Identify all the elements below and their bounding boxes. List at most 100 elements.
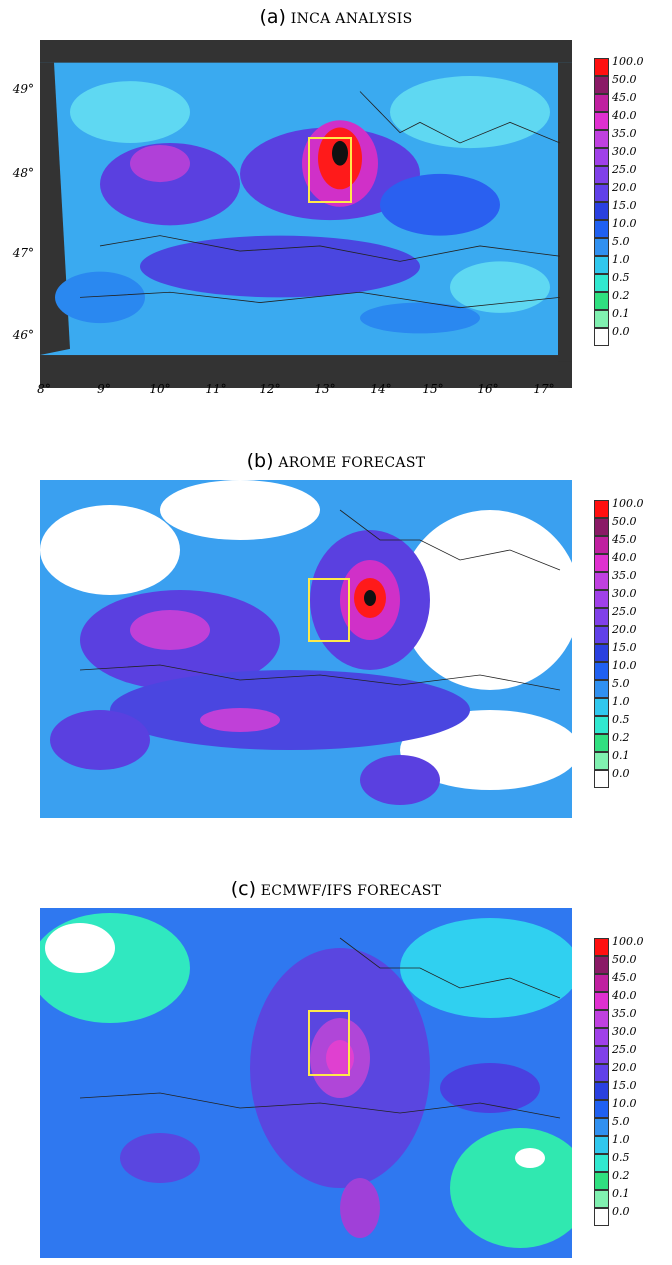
legend-swatch xyxy=(594,202,609,220)
legend-swatch xyxy=(594,1010,609,1028)
x-tick-label: 14° xyxy=(370,382,392,396)
legend-level-label: 0.5 xyxy=(612,713,630,726)
x-tick-label: 11° xyxy=(205,382,227,396)
focus-region-box xyxy=(308,137,352,203)
y-tick-label: 46° xyxy=(12,328,34,342)
legend-level-label: 15.0 xyxy=(612,641,637,654)
panel-label: ECMWF/IFS FORECAST xyxy=(260,883,442,899)
precip-map xyxy=(40,40,572,388)
legend-level-label: 25.0 xyxy=(612,1043,637,1056)
legend-level-label: 5.0 xyxy=(612,235,630,248)
precip-map xyxy=(40,908,572,1258)
legend-level-label: 30.0 xyxy=(612,145,637,158)
legend-level-label: 45.0 xyxy=(612,91,637,104)
legend-swatch xyxy=(594,58,609,76)
legend-swatch xyxy=(594,238,609,256)
legend-swatch xyxy=(594,644,609,662)
legend-swatch xyxy=(594,184,609,202)
legend-swatch xyxy=(594,1190,609,1208)
legend-level-label: 0.5 xyxy=(612,271,630,284)
legend-swatch xyxy=(594,608,609,626)
legend-swatch xyxy=(594,148,609,166)
legend-level-label: 25.0 xyxy=(612,163,637,176)
color-legend: 100.0 50.0 45.0 40.0 35.0 30.0 25.0 20.0 15.0 10.… xyxy=(594,935,672,1228)
panel-label: AROME FORECAST xyxy=(278,455,426,471)
legend-level-label: 20.0 xyxy=(612,1061,637,1074)
legend-swatch xyxy=(594,698,609,716)
panel-arome-forecast: (b) AROME FORECAST 100.0 50.0 45.0 40.0 35.0… xyxy=(0,420,672,840)
focus-region-box xyxy=(308,578,350,642)
legend-level-label: 35.0 xyxy=(612,127,637,140)
panel-label: INCA ANALYSIS xyxy=(290,11,413,27)
legend-swatch xyxy=(594,554,609,572)
legend-level-label: 40.0 xyxy=(612,109,637,122)
precip-field xyxy=(40,480,572,818)
y-tick-label: 47° xyxy=(12,246,34,260)
legend-level-label: 10.0 xyxy=(612,217,637,230)
legend-swatch xyxy=(594,716,609,734)
legend-level-label: 0.5 xyxy=(612,1151,630,1164)
x-tick-label: 8° xyxy=(37,382,51,396)
legend-level-label: 45.0 xyxy=(612,533,637,546)
panel-tag: (a) xyxy=(259,6,286,28)
legend-level-label: 0.1 xyxy=(612,307,630,320)
panel-ecmwf-forecast: (c) ECMWF/IFS FORECAST 100.0 50.0 45.0 40.0… xyxy=(0,840,672,1260)
legend-swatch xyxy=(594,1172,609,1190)
x-tick-label: 12° xyxy=(259,382,281,396)
legend-swatch xyxy=(594,974,609,992)
legend-swatch xyxy=(594,1100,609,1118)
precip-map xyxy=(40,480,572,818)
panel-tag: (b) xyxy=(246,450,274,472)
legend-level-label: 0.2 xyxy=(612,731,630,744)
legend-level-label: 50.0 xyxy=(612,73,637,86)
legend-level-label: 1.0 xyxy=(612,695,630,708)
legend-swatch xyxy=(594,112,609,130)
legend-swatch xyxy=(594,572,609,590)
panel-inca-analysis: (a) INCA ANALYSIS 49 xyxy=(0,0,672,420)
legend-swatch xyxy=(594,310,609,328)
legend-swatch xyxy=(594,1118,609,1136)
legend-level-label: 0.1 xyxy=(612,1187,630,1200)
color-legend: 100.0 50.0 45.0 40.0 35.0 30.0 25.0 20.0 15.0 10.… xyxy=(594,497,672,790)
panel-title: (c) ECMWF/IFS FORECAST xyxy=(0,878,672,900)
legend-level-label: 30.0 xyxy=(612,1025,637,1038)
legend-swatch xyxy=(594,734,609,752)
legend-swatch xyxy=(594,626,609,644)
x-tick-label: 16° xyxy=(477,382,499,396)
legend-level-label: 25.0 xyxy=(612,605,637,618)
legend-level-label: 50.0 xyxy=(612,953,637,966)
legend-level-label: 35.0 xyxy=(612,569,637,582)
legend-swatch xyxy=(594,1208,609,1226)
legend-swatch xyxy=(594,256,609,274)
legend-level-label: 1.0 xyxy=(612,1133,630,1146)
legend-swatch xyxy=(594,1046,609,1064)
legend-swatch xyxy=(594,76,609,94)
legend-level-label: 1.0 xyxy=(612,253,630,266)
legend-level-label: 20.0 xyxy=(612,181,637,194)
legend-swatch xyxy=(594,166,609,184)
legend-level-label: 20.0 xyxy=(612,623,637,636)
color-legend: 100.0 50.0 45.0 40.0 35.0 30.0 25.0 20.0 15.0 10.… xyxy=(594,55,672,348)
legend-swatch xyxy=(594,662,609,680)
legend-level-label: 0.2 xyxy=(612,289,630,302)
panel-title: (a) INCA ANALYSIS xyxy=(0,6,672,28)
legend-swatch xyxy=(594,518,609,536)
legend-swatch xyxy=(594,220,609,238)
legend-swatch xyxy=(594,956,609,974)
legend-swatch xyxy=(594,1082,609,1100)
legend-swatch xyxy=(594,590,609,608)
legend-swatch xyxy=(594,328,609,346)
precip-field xyxy=(40,908,572,1258)
legend-swatch xyxy=(594,130,609,148)
y-tick-label: 48° xyxy=(12,166,34,180)
x-tick-label: 9° xyxy=(97,382,111,396)
legend-level-label: 40.0 xyxy=(612,989,637,1002)
legend-swatch xyxy=(594,992,609,1010)
legend-level-label: 10.0 xyxy=(612,1097,637,1110)
legend-level-label: 0.0 xyxy=(612,1205,630,1218)
legend-level-label: 35.0 xyxy=(612,1007,637,1020)
legend-level-label: 15.0 xyxy=(612,199,637,212)
legend-level-label: 0.2 xyxy=(612,1169,630,1182)
legend-swatch xyxy=(594,680,609,698)
legend-swatch xyxy=(594,500,609,518)
